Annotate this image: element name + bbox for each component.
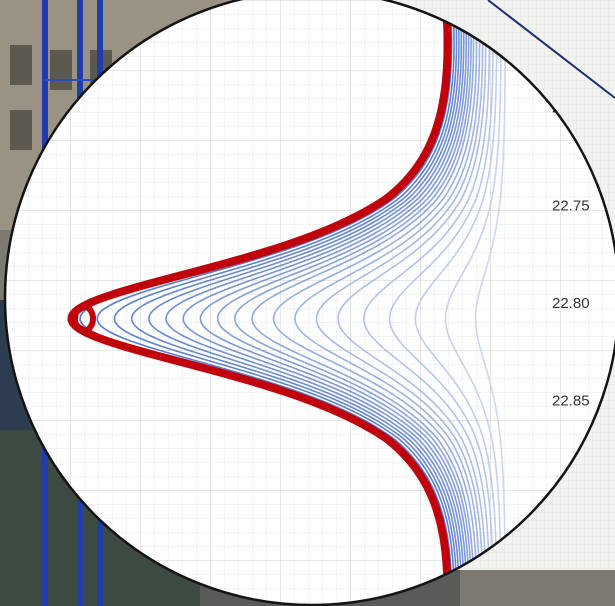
series-lines (79, 0, 506, 605)
series-line-19 (444, 0, 502, 605)
series-line-12 (272, 0, 478, 605)
series-line-15 (337, 0, 487, 605)
series-line-7 (182, 0, 465, 605)
y-tick-label: 22.80 (552, 295, 590, 312)
series-line-18 (414, 0, 498, 605)
series-line-20 (474, 0, 506, 605)
series-line-11 (251, 0, 475, 605)
series-line-4 (130, 0, 458, 605)
y-tick-label: 22.85 (552, 393, 590, 410)
series-line-16 (362, 0, 491, 605)
y-tick-label: 22. (552, 491, 573, 508)
series-line-5 (148, 0, 460, 605)
series-line-3 (113, 0, 455, 605)
envelope (67, 0, 452, 605)
lens-rim (3, 0, 615, 606)
series-line-9 (216, 0, 470, 605)
envelope-tip (72, 303, 96, 334)
series-line-14 (315, 0, 484, 605)
series-line-2 (96, 0, 453, 605)
series-line-17 (388, 0, 494, 605)
envelope-line (67, 0, 452, 605)
y-tick-label: 22.75 (552, 197, 590, 214)
y-tick-label: 22. (552, 100, 573, 117)
series-line-10 (234, 0, 472, 605)
series-line-8 (199, 0, 467, 605)
series-line-6 (165, 0, 463, 605)
series-line-13 (294, 0, 481, 605)
